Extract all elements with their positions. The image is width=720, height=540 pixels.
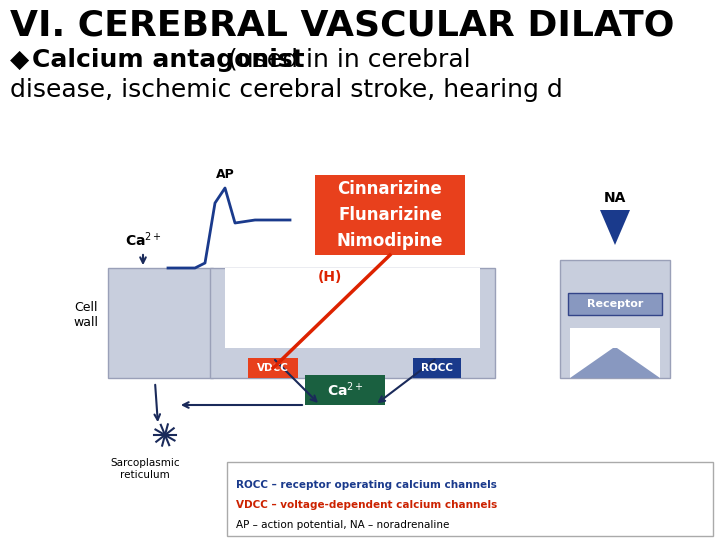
Text: Receptor: Receptor [587, 299, 643, 309]
Bar [305, 375, 385, 405]
Text: ◆: ◆ [10, 48, 30, 72]
FancyBboxPatch shape [227, 462, 713, 536]
Text: (H): (H) [318, 270, 342, 284]
Polygon shape [600, 210, 630, 245]
Text: VDCC – voltage-dependent calcium channels: VDCC – voltage-dependent calcium channel… [236, 500, 498, 510]
Text: NA: NA [604, 191, 626, 205]
Bar [225, 268, 480, 348]
Text: disease, ischemic cerebral stroke, hearing d: disease, ischemic cerebral stroke, heari… [10, 78, 563, 102]
Text: VI. CEREBRAL VASCULAR DILATO: VI. CEREBRAL VASCULAR DILATO [10, 8, 675, 42]
Bar [568, 293, 662, 315]
Text: Ca$^{2+}$: Ca$^{2+}$ [125, 231, 161, 249]
Text: Cinnarizine
Flunarizine
Nimodipine: Cinnarizine Flunarizine Nimodipine [337, 180, 444, 251]
Text: Cell
wall: Cell wall [73, 301, 98, 329]
Text: AP – action potential, NA – noradrenaline: AP – action potential, NA – noradrenalin… [236, 520, 449, 530]
Text: Calcium antagonist: Calcium antagonist [32, 48, 305, 72]
Bar [108, 268, 213, 378]
Text: Sarcoplasmic
reticulum: Sarcoplasmic reticulum [110, 458, 180, 480]
Bar [315, 175, 465, 255]
Text: Ca$^{2+}$: Ca$^{2+}$ [327, 381, 364, 399]
Text: ROCC: ROCC [421, 363, 453, 373]
Text: ROCC – receptor operating calcium channels: ROCC – receptor operating calcium channe… [236, 480, 497, 490]
Text: (used in in cerebral: (used in in cerebral [220, 48, 471, 72]
Bar [210, 268, 495, 378]
Text: AP: AP [215, 168, 235, 181]
Bar [248, 358, 298, 378]
Polygon shape [570, 348, 660, 378]
Bar [413, 358, 461, 378]
Bar [560, 260, 670, 378]
Bar [570, 328, 660, 378]
Text: VDCC: VDCC [257, 363, 289, 373]
